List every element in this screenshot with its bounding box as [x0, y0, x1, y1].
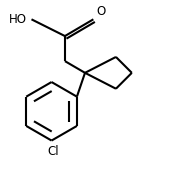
- Text: O: O: [97, 5, 106, 18]
- Text: Cl: Cl: [47, 145, 59, 158]
- Text: HO: HO: [9, 13, 27, 26]
